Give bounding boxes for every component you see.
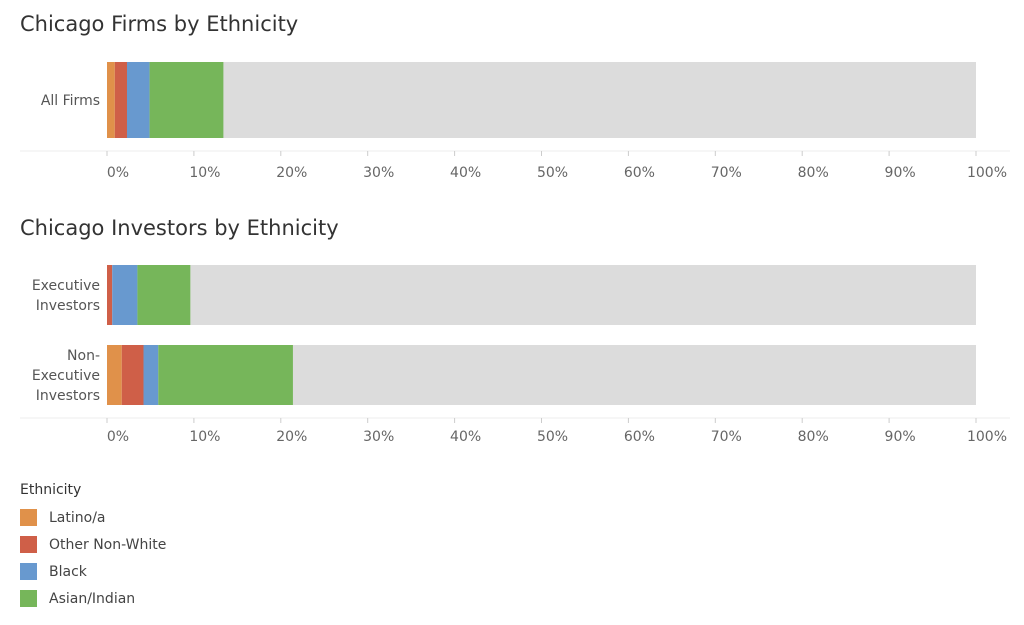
legend-item-asian-indian[interactable]: Asian/Indian xyxy=(20,585,166,612)
bar-firms-0-other-non-white[interactable] xyxy=(114,62,127,138)
tick-label-investors-4: 40% xyxy=(450,429,481,445)
tick-label-investors-1: 10% xyxy=(189,429,220,445)
tick-label-investors-10: 100% xyxy=(967,429,1007,445)
tick-label-investors-6: 60% xyxy=(624,429,655,445)
bar-investors-1-other-non-white[interactable] xyxy=(121,345,144,405)
tick-label-firms-0: 0% xyxy=(107,165,129,181)
bar-investors-1-remainder[interactable] xyxy=(292,345,977,405)
bar-investors-1-black[interactable] xyxy=(143,345,159,405)
legend-item-black[interactable]: Black xyxy=(20,558,166,585)
investors-chart: Executive Investors Non- Executive Investors… xyxy=(20,265,1010,445)
category-label-line: Executive xyxy=(32,368,100,384)
bar-firms-0-latino-a[interactable] xyxy=(107,62,115,138)
category-label-firms-0: All Firms xyxy=(41,93,100,109)
tick-label-investors-0: 0% xyxy=(107,429,129,445)
bar-firms-0-black[interactable] xyxy=(126,62,150,138)
tick-label-investors-5: 50% xyxy=(537,429,568,445)
category-label-investors-1: Non- Executive Investors xyxy=(32,348,100,404)
bar-investors-0-other-non-white[interactable] xyxy=(107,265,113,325)
tick-label-investors-8: 80% xyxy=(798,429,829,445)
legend: Ethnicity Latino/a Other Non-White Black… xyxy=(20,482,166,612)
bar-investors-0-asian-indian[interactable] xyxy=(137,265,191,325)
legend-label-latino: Latino/a xyxy=(49,509,106,526)
tick-label-investors-7: 70% xyxy=(711,429,742,445)
tick-label-firms-7: 70% xyxy=(711,165,742,181)
legend-swatch-black xyxy=(20,563,37,580)
tick-label-investors-9: 90% xyxy=(885,429,916,445)
tick-label-firms-8: 80% xyxy=(798,165,829,181)
category-label-line: Investors xyxy=(36,388,100,404)
bar-firms-0-asian-indian[interactable] xyxy=(149,62,224,138)
category-label-line: Investors xyxy=(36,298,100,314)
tick-label-firms-1: 10% xyxy=(189,165,220,181)
legend-item-latino[interactable]: Latino/a xyxy=(20,504,166,531)
category-label-investors-0: Executive Investors xyxy=(32,278,100,314)
chart-title-firms: Chicago Firms by Ethnicity xyxy=(20,12,298,36)
tick-label-firms-3: 30% xyxy=(363,165,394,181)
chart-title-investors: Chicago Investors by Ethnicity xyxy=(20,216,339,240)
bar-investors-1-asian-indian[interactable] xyxy=(158,345,293,405)
bar-investors-1-latino-a[interactable] xyxy=(107,345,122,405)
firms-chart: All Firms 0% 10% 20% 30% 40% 50% 60% 70% 80% 90% 10… xyxy=(20,62,1010,181)
tick-label-firms-6: 60% xyxy=(624,165,655,181)
tick-label-firms-2: 20% xyxy=(276,165,307,181)
legend-title: Ethnicity xyxy=(20,482,82,498)
category-label-line: Executive xyxy=(32,278,100,294)
legend-swatch-other-non-white xyxy=(20,536,37,553)
tick-label-firms-10: 100% xyxy=(967,165,1007,181)
legend-label-other-non-white: Other Non-White xyxy=(49,536,167,553)
legend-swatch-asian-indian xyxy=(20,590,37,607)
category-label-line: All Firms xyxy=(41,93,100,109)
legend-label-black: Black xyxy=(49,563,87,580)
bar-investors-0-remainder[interactable] xyxy=(190,265,977,325)
tick-label-firms-4: 40% xyxy=(450,165,481,181)
legend-label-asian-indian: Asian/Indian xyxy=(49,590,136,607)
tick-label-firms-5: 50% xyxy=(537,165,568,181)
legend-item-other-non-white[interactable]: Other Non-White xyxy=(20,531,166,558)
chart-canvas: Chicago Firms by Ethnicity All Firms 0% 10… xyxy=(20,12,1010,445)
category-label-line: Non- xyxy=(67,348,100,364)
legend-swatch-latino xyxy=(20,509,37,526)
tick-label-investors-2: 20% xyxy=(276,429,307,445)
tick-label-firms-9: 90% xyxy=(885,165,916,181)
tick-label-investors-3: 30% xyxy=(363,429,394,445)
bar-firms-0-remainder[interactable] xyxy=(223,62,976,138)
bar-investors-0-black[interactable] xyxy=(112,265,138,325)
